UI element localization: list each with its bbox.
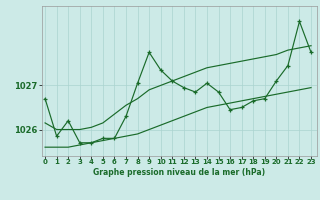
X-axis label: Graphe pression niveau de la mer (hPa): Graphe pression niveau de la mer (hPa)	[93, 168, 265, 177]
